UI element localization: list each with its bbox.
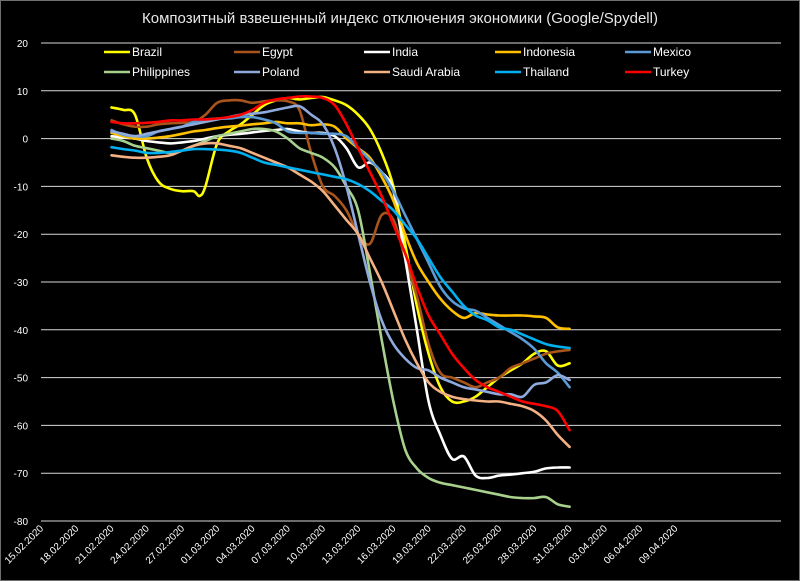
legend-label-turkey: Turkey [653, 65, 689, 79]
y-tick-label: -70 [14, 469, 29, 480]
chart-title: Композитный взвешенный индекс отключения… [142, 10, 658, 27]
legend-label-poland: Poland [262, 65, 299, 79]
series-line-turkey [110, 95, 571, 432]
series-line-egypt [110, 98, 571, 389]
y-tick-label: -50 [14, 374, 29, 385]
y-tick-label: -20 [14, 230, 29, 241]
series-line-poland [110, 104, 571, 399]
series-line-thailand [110, 145, 571, 350]
legend-label-egypt: Egypt [262, 45, 293, 59]
y-tick-label: -60 [14, 421, 29, 432]
legend-label-indonesia: Indonesia [523, 45, 575, 59]
series-line-brazil [110, 95, 571, 405]
legend-label-philippines: Philippines [132, 65, 190, 79]
x-tick-labels: 15.02.202018.02.202021.02.202024.02.2020… [3, 523, 681, 566]
legend-label-thailand: Thailand [523, 65, 569, 79]
legend-label-mexico: Mexico [653, 45, 691, 59]
legend-label-brazil: Brazil [132, 45, 162, 59]
y-tick-labels: 20 10 0 -10 -20 -30 -40 -50 -60 -70 -80 [14, 39, 29, 528]
y-tick-label: 10 [17, 87, 29, 98]
y-tick-label: 20 [17, 39, 29, 50]
y-tick-label: -40 [14, 326, 29, 337]
legend-label-saudi-arabia: Saudi Arabia [392, 65, 460, 79]
y-tick-label: -80 [14, 517, 29, 528]
series-line-india [110, 127, 571, 480]
series-line-mexico [110, 115, 571, 389]
series-line-saudi-arabia [110, 141, 571, 449]
series-line-indonesia [110, 120, 571, 331]
y-tick-label: -10 [14, 182, 29, 193]
y-tick-label: 0 [22, 135, 28, 146]
y-tick-label: -30 [14, 278, 29, 289]
legend-label-india: India [392, 45, 418, 59]
series-lines [110, 95, 571, 508]
legend: Brazil Egypt India Indonesia Mexico Philippin… [104, 45, 691, 79]
x-tick-label: 09.04.2020 [637, 523, 680, 566]
series-line-philippines [110, 127, 571, 508]
